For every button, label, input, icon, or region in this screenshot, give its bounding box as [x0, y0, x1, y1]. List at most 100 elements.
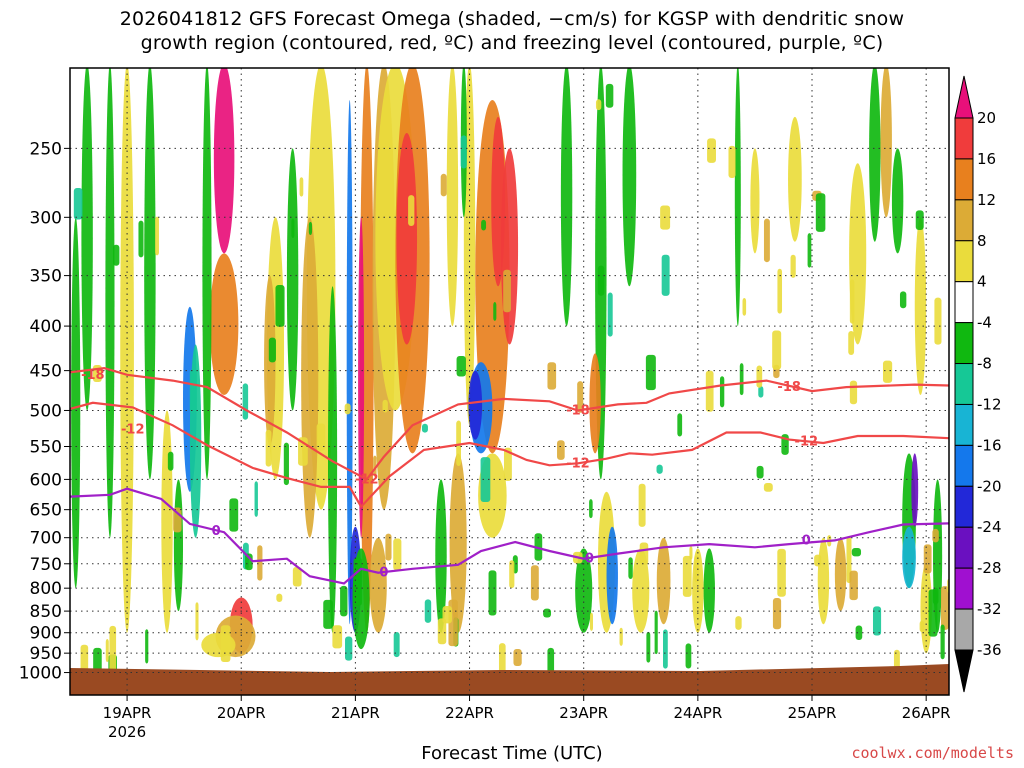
omega-streak — [167, 451, 174, 471]
omega-streak — [689, 546, 693, 560]
omega-streak — [509, 560, 515, 589]
omega-streak — [940, 586, 949, 630]
omega-streak — [855, 625, 863, 641]
omega-cell — [880, 68, 892, 218]
contour-0 — [70, 366, 949, 481]
omega-streak — [619, 627, 623, 646]
omega-streak — [719, 376, 725, 408]
omega-streak — [513, 648, 522, 666]
colorbar-segment — [954, 117, 974, 160]
contour-label: -12 — [355, 472, 379, 487]
omega-cell — [449, 453, 467, 633]
omega-streak — [872, 606, 882, 636]
omega-streak — [851, 547, 862, 557]
omega-streak — [940, 624, 945, 660]
y-tick-label: 650 — [30, 501, 62, 521]
omega-cell — [891, 148, 904, 254]
y-tick-label: 450 — [30, 362, 62, 382]
contour-label: 0 — [585, 552, 594, 567]
colorbar-segment — [954, 403, 974, 446]
omega-streak — [756, 465, 764, 479]
omega-streak — [503, 447, 512, 481]
contour-labels: -18 -12 -12 0 0 -18 -12 0 -18 -12 0 — [81, 368, 818, 581]
colorbar-label: 4 — [977, 273, 987, 291]
omega-streak — [919, 620, 925, 633]
omega-streak — [257, 545, 263, 581]
contour-label: -18 — [81, 368, 105, 383]
omega-cell — [446, 68, 459, 327]
omega-streak — [848, 331, 855, 355]
omega-cell — [209, 253, 239, 396]
colorbar-segment — [954, 199, 974, 242]
omega-cell — [286, 148, 299, 411]
omega-cell — [606, 526, 618, 625]
contour-label: 0 — [212, 524, 221, 539]
omega-cell — [358, 217, 365, 538]
omega-streak — [481, 219, 487, 231]
omega-cell — [435, 479, 447, 633]
x-tick-label: 21APR — [331, 704, 380, 722]
omega-streak — [772, 598, 782, 630]
colorbar-segment — [954, 240, 974, 283]
omega-streak — [292, 567, 302, 587]
omega-cell — [396, 132, 418, 345]
omega-streak — [275, 284, 285, 327]
y-tick-label: 400 — [30, 317, 62, 337]
omega-streak — [112, 244, 120, 266]
omega-streak — [777, 268, 783, 314]
source-credit[interactable]: coolwx.com/modelts — [851, 744, 1014, 762]
omega-streak — [899, 291, 907, 309]
x-tick-label: 23APR — [559, 704, 608, 722]
colorbar-label: -12 — [977, 395, 1002, 413]
colorbar-segment — [954, 608, 974, 651]
colorbar-label: -36 — [977, 641, 1002, 659]
y-tick-label: 600 — [30, 470, 62, 490]
omega-cell — [560, 68, 573, 327]
omega-streak — [763, 483, 773, 492]
omega-streak — [254, 481, 258, 517]
omega-streak — [646, 631, 651, 663]
colorbar-label: -28 — [977, 559, 1002, 577]
colorbar-segment — [954, 526, 974, 569]
omega-cell — [902, 526, 916, 589]
omega-shading — [71, 68, 949, 689]
omega-streak — [220, 625, 231, 663]
colorbar-segment — [954, 363, 974, 405]
omega-streak — [814, 554, 822, 567]
omega-cell — [734, 68, 741, 327]
omega-streak — [344, 403, 351, 415]
omega-streak — [393, 538, 402, 571]
y-tick-label: 800 — [30, 579, 62, 599]
colorbar-segment — [954, 281, 974, 324]
x-axis: 19APR 20APR 21APR 22APR 23APR 24APR 25APR 26APR… — [103, 695, 951, 741]
contour-lines — [70, 366, 949, 585]
omega-streak — [589, 612, 594, 631]
omega-streak — [932, 587, 939, 605]
y-tick-label: 300 — [30, 208, 62, 228]
contour-label: -12 — [795, 435, 819, 450]
omega-streak — [421, 423, 428, 433]
omega-streak — [105, 638, 109, 663]
omega-streak — [229, 498, 239, 532]
x-year-label: 2026 — [108, 723, 146, 741]
omega-cell — [500, 148, 519, 345]
omega-streak — [639, 542, 649, 565]
omega-streak — [460, 135, 467, 169]
omega-streak — [437, 618, 447, 645]
omega-streak — [645, 354, 656, 391]
x-tick-label: 26APR — [902, 704, 951, 722]
y-tick-label: 700 — [30, 529, 62, 549]
omega-streak — [728, 145, 736, 179]
omega-streak — [849, 279, 855, 324]
omega-streak — [480, 457, 491, 503]
omega-cell — [173, 479, 184, 612]
colorbar-label: -8 — [977, 355, 992, 373]
y-tick-label: 950 — [30, 644, 62, 664]
omega-cell — [346, 100, 353, 625]
omega-cell — [750, 148, 760, 254]
y-tick-label: 250 — [30, 139, 62, 159]
y-tick-label: 500 — [30, 401, 62, 421]
omega-streak — [308, 221, 313, 236]
omega-streak — [685, 643, 692, 669]
